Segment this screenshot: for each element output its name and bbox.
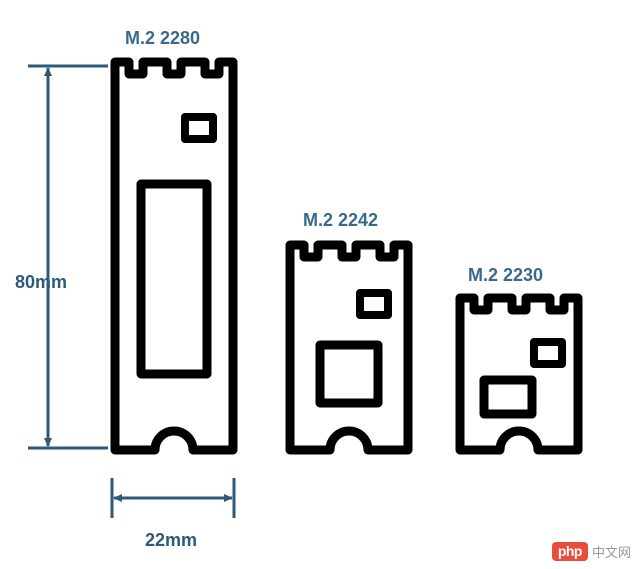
watermark: php 中文网 [552,542,631,561]
watermark-badge: php [552,542,588,561]
card-2230 [460,298,578,450]
card-2280 [115,62,233,450]
card-2242 [290,245,408,450]
width-dimension [112,478,234,518]
diagram-svg [0,0,639,569]
watermark-text: 中文网 [592,542,631,561]
height-dimension [28,66,108,448]
